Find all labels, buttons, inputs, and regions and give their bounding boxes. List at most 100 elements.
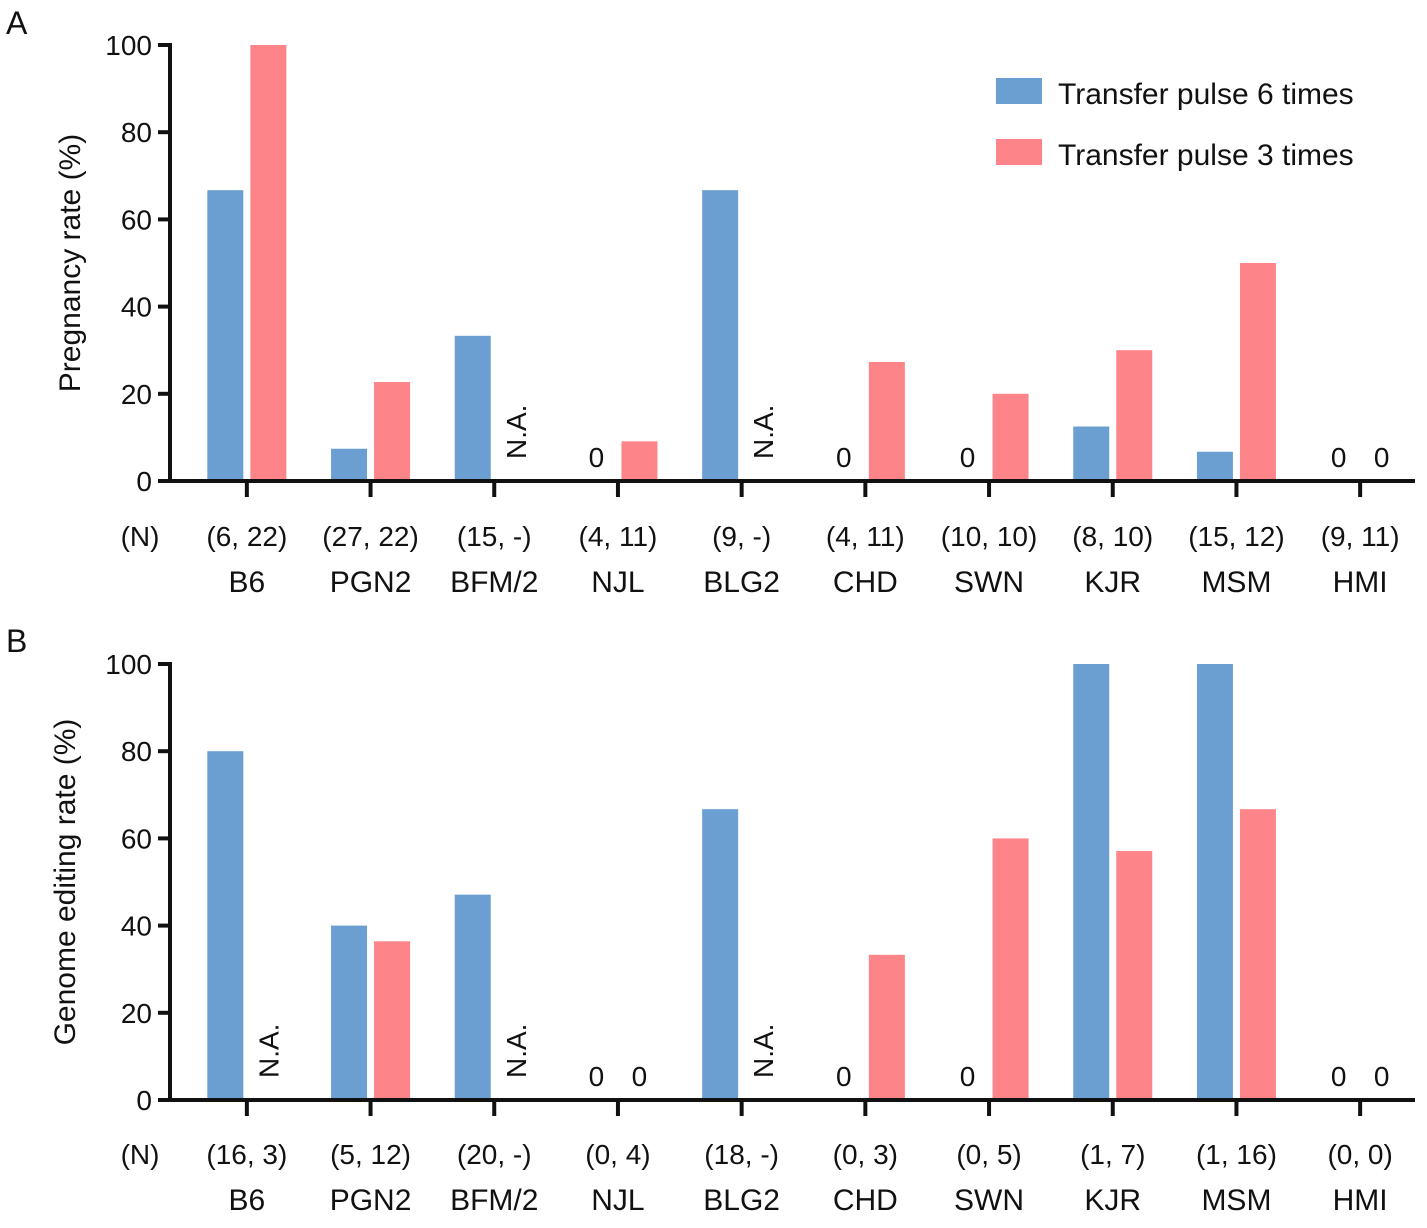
panel-label-a: A [6,5,28,41]
panel-a-category-label-bfm-2: BFM/2 [450,566,538,599]
panel-a-bar-chd-pulse-3 [868,361,905,481]
panel-a-category-label-pgn2: PGN2 [330,566,412,599]
panel-b-n-label-pgn2: (5, 12) [330,1139,411,1170]
panel-b-bar-b6-pulse-6 [207,751,244,1100]
panel-b-bar-pgn2-pulse-6 [331,925,368,1100]
panel-b-category-label-blg2: BLG2 [703,1184,780,1217]
panel-a-bar-kjr-pulse-3 [1116,350,1153,481]
panel-b-na-label-bfm-2: N.A. [501,1024,532,1078]
panel-b-y-tick-label: 60 [121,823,152,854]
panel-a-n-label-swn: (10, 10) [941,521,1038,552]
panel-a-bar-msm-pulse-3 [1239,263,1276,481]
panel-a-n-prefix: (N) [121,521,160,552]
panel-a-category-label-njl: NJL [591,566,644,599]
legend-label-6-times: Transfer pulse 6 times [1058,78,1354,111]
panel-a-bar-njl-pulse-3 [621,441,658,481]
panel-a-bar-blg2-pulse-6 [702,190,739,482]
panel-a-category-label-b6: B6 [228,566,265,599]
panel-a-y-tick-label: 100 [105,30,152,61]
panel-b-category-label-njl: NJL [591,1184,644,1217]
panel-a-n-label-bfm-2: (15, -) [457,521,532,552]
panel-a-category-label-msm: MSM [1201,566,1271,599]
panel-b-category-label-hmi: HMI [1333,1184,1388,1217]
panel-b-zero-label-njl: 0 [589,1061,605,1092]
panel-b-zero-label-swn: 0 [960,1061,976,1092]
panel-b-y-tick-label: 80 [121,736,152,767]
panel-a-zero-label-hmi: 0 [1374,442,1390,473]
panel-b-n-label-blg2: (18, -) [704,1139,779,1170]
panel-b-category-label-kjr: KJR [1084,1184,1141,1217]
legend: Transfer pulse 6 times Transfer pulse 3 … [996,78,1354,172]
panel-b-zero-label-chd: 0 [836,1061,852,1092]
panel-a-category-label-hmi: HMI [1333,566,1388,599]
panel-a-n-label-hmi: (9, 11) [1321,521,1400,552]
panel-b-bar-msm-pulse-3 [1239,809,1276,1100]
panel-a-category-label-chd: CHD [833,566,898,599]
panel-b-zero-label-hmi: 0 [1331,1061,1347,1092]
legend-label-3-times: Transfer pulse 3 times [1058,139,1354,172]
panel-a-n-label-kjr: (8, 10) [1072,521,1153,552]
panel-b-bar-msm-pulse-6 [1196,664,1233,1100]
panel-a-n-label-chd: (4, 11) [826,521,905,552]
panel-a-zero-label-swn: 0 [960,442,976,473]
panel-b-n-label-bfm-2: (20, -) [457,1139,532,1170]
panel-label-b: B [6,623,27,659]
panel-a-n-label-njl: (4, 11) [579,521,658,552]
panel-a-n-label-b6: (6, 22) [206,521,287,552]
panel-a-zero-label-chd: 0 [836,442,852,473]
panel-a-bar-kjr-pulse-6 [1073,426,1110,481]
panel-b-category-label-b6: B6 [228,1184,265,1217]
panel-b-y-tick-label: 100 [105,649,152,680]
panel-a-bar-b6-pulse-6 [207,190,244,482]
panel-b-zero-label-hmi: 0 [1374,1061,1390,1092]
panel-b-bar-kjr-pulse-6 [1073,664,1110,1100]
panel-b-category-label-swn: SWN [954,1184,1024,1217]
panel-a-pregnancy-rate: Pregnancy rate (%) 0 20 40 60 80 100 (N) (6, 22)… [54,30,1415,599]
legend-swatch-6-times [996,78,1042,104]
panel-b-genome-editing-rate: Genome editing rate (%) 0 20 40 60 80 100 (N) (1… [49,649,1415,1217]
panel-b-n-label-kjr: (1, 7) [1080,1139,1145,1170]
panel-b-n-label-hmi: (0, 0) [1327,1139,1392,1170]
panel-a-y-tick-label: 20 [121,379,152,410]
panel-b-n-prefix: (N) [121,1139,160,1170]
panel-a-bar-bfm-2-pulse-6 [454,335,491,481]
panel-b-zero-label-njl: 0 [632,1061,648,1092]
panel-a-bar-msm-pulse-6 [1196,451,1233,481]
panel-b-bar-pgn2-pulse-3 [374,941,411,1100]
panel-a-zero-label-njl: 0 [589,442,605,473]
panel-a-n-label-blg2: (9, -) [712,521,771,552]
panel-b-category-label-bfm-2: BFM/2 [450,1184,538,1217]
panel-b-na-label-b6: N.A. [253,1024,284,1078]
legend-swatch-3-times [996,139,1042,165]
panel-a-bar-swn-pulse-3 [992,393,1029,481]
panel-a-bar-pgn2-pulse-6 [331,448,368,481]
panel-b-n-label-msm: (1, 16) [1196,1139,1277,1170]
panel-b-bar-bfm-2-pulse-6 [454,894,491,1100]
panel-a-bar-pgn2-pulse-3 [374,382,411,481]
panel-b-n-label-njl: (0, 4) [585,1139,650,1170]
panel-a-category-label-swn: SWN [954,566,1024,599]
panel-b-y-axis-title: Genome editing rate (%) [49,719,82,1046]
panel-b-n-label-b6: (16, 3) [206,1139,287,1170]
panel-b-n-label-swn: (0, 5) [956,1139,1021,1170]
panel-a-zero-label-hmi: 0 [1331,442,1347,473]
panel-b-y-tick-label: 0 [136,1085,152,1116]
panel-a-y-tick-label: 40 [121,292,152,323]
panel-b-bar-swn-pulse-3 [992,838,1029,1100]
panel-a-na-label-bfm-2: N.A. [501,405,532,459]
panel-b-n-label-chd: (0, 3) [833,1139,898,1170]
panel-b-bar-chd-pulse-3 [868,954,905,1100]
panel-a-y-tick-label: 80 [121,117,152,148]
panel-a-na-label-blg2: N.A. [748,405,779,459]
panel-b-category-label-chd: CHD [833,1184,898,1217]
panel-b-category-label-pgn2: PGN2 [330,1184,412,1217]
panel-a-category-label-blg2: BLG2 [703,566,780,599]
panel-b-bar-kjr-pulse-3 [1116,851,1153,1100]
panel-a-n-label-pgn2: (27, 22) [322,521,419,552]
panel-a-n-label-msm: (15, 12) [1188,521,1285,552]
panel-a-y-tick-label: 0 [136,466,152,497]
panel-b-bar-blg2-pulse-6 [702,809,739,1100]
panel-b-y-tick-label: 20 [121,998,152,1029]
panel-b-category-label-msm: MSM [1201,1184,1271,1217]
